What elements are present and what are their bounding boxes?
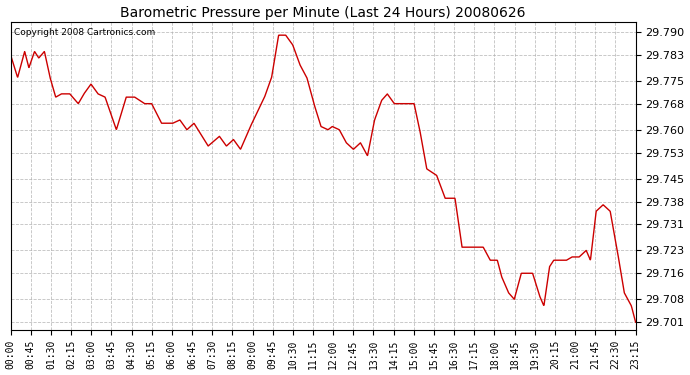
- Text: Copyright 2008 Cartronics.com: Copyright 2008 Cartronics.com: [14, 28, 155, 37]
- Title: Barometric Pressure per Minute (Last 24 Hours) 20080626: Barometric Pressure per Minute (Last 24 …: [120, 6, 526, 20]
